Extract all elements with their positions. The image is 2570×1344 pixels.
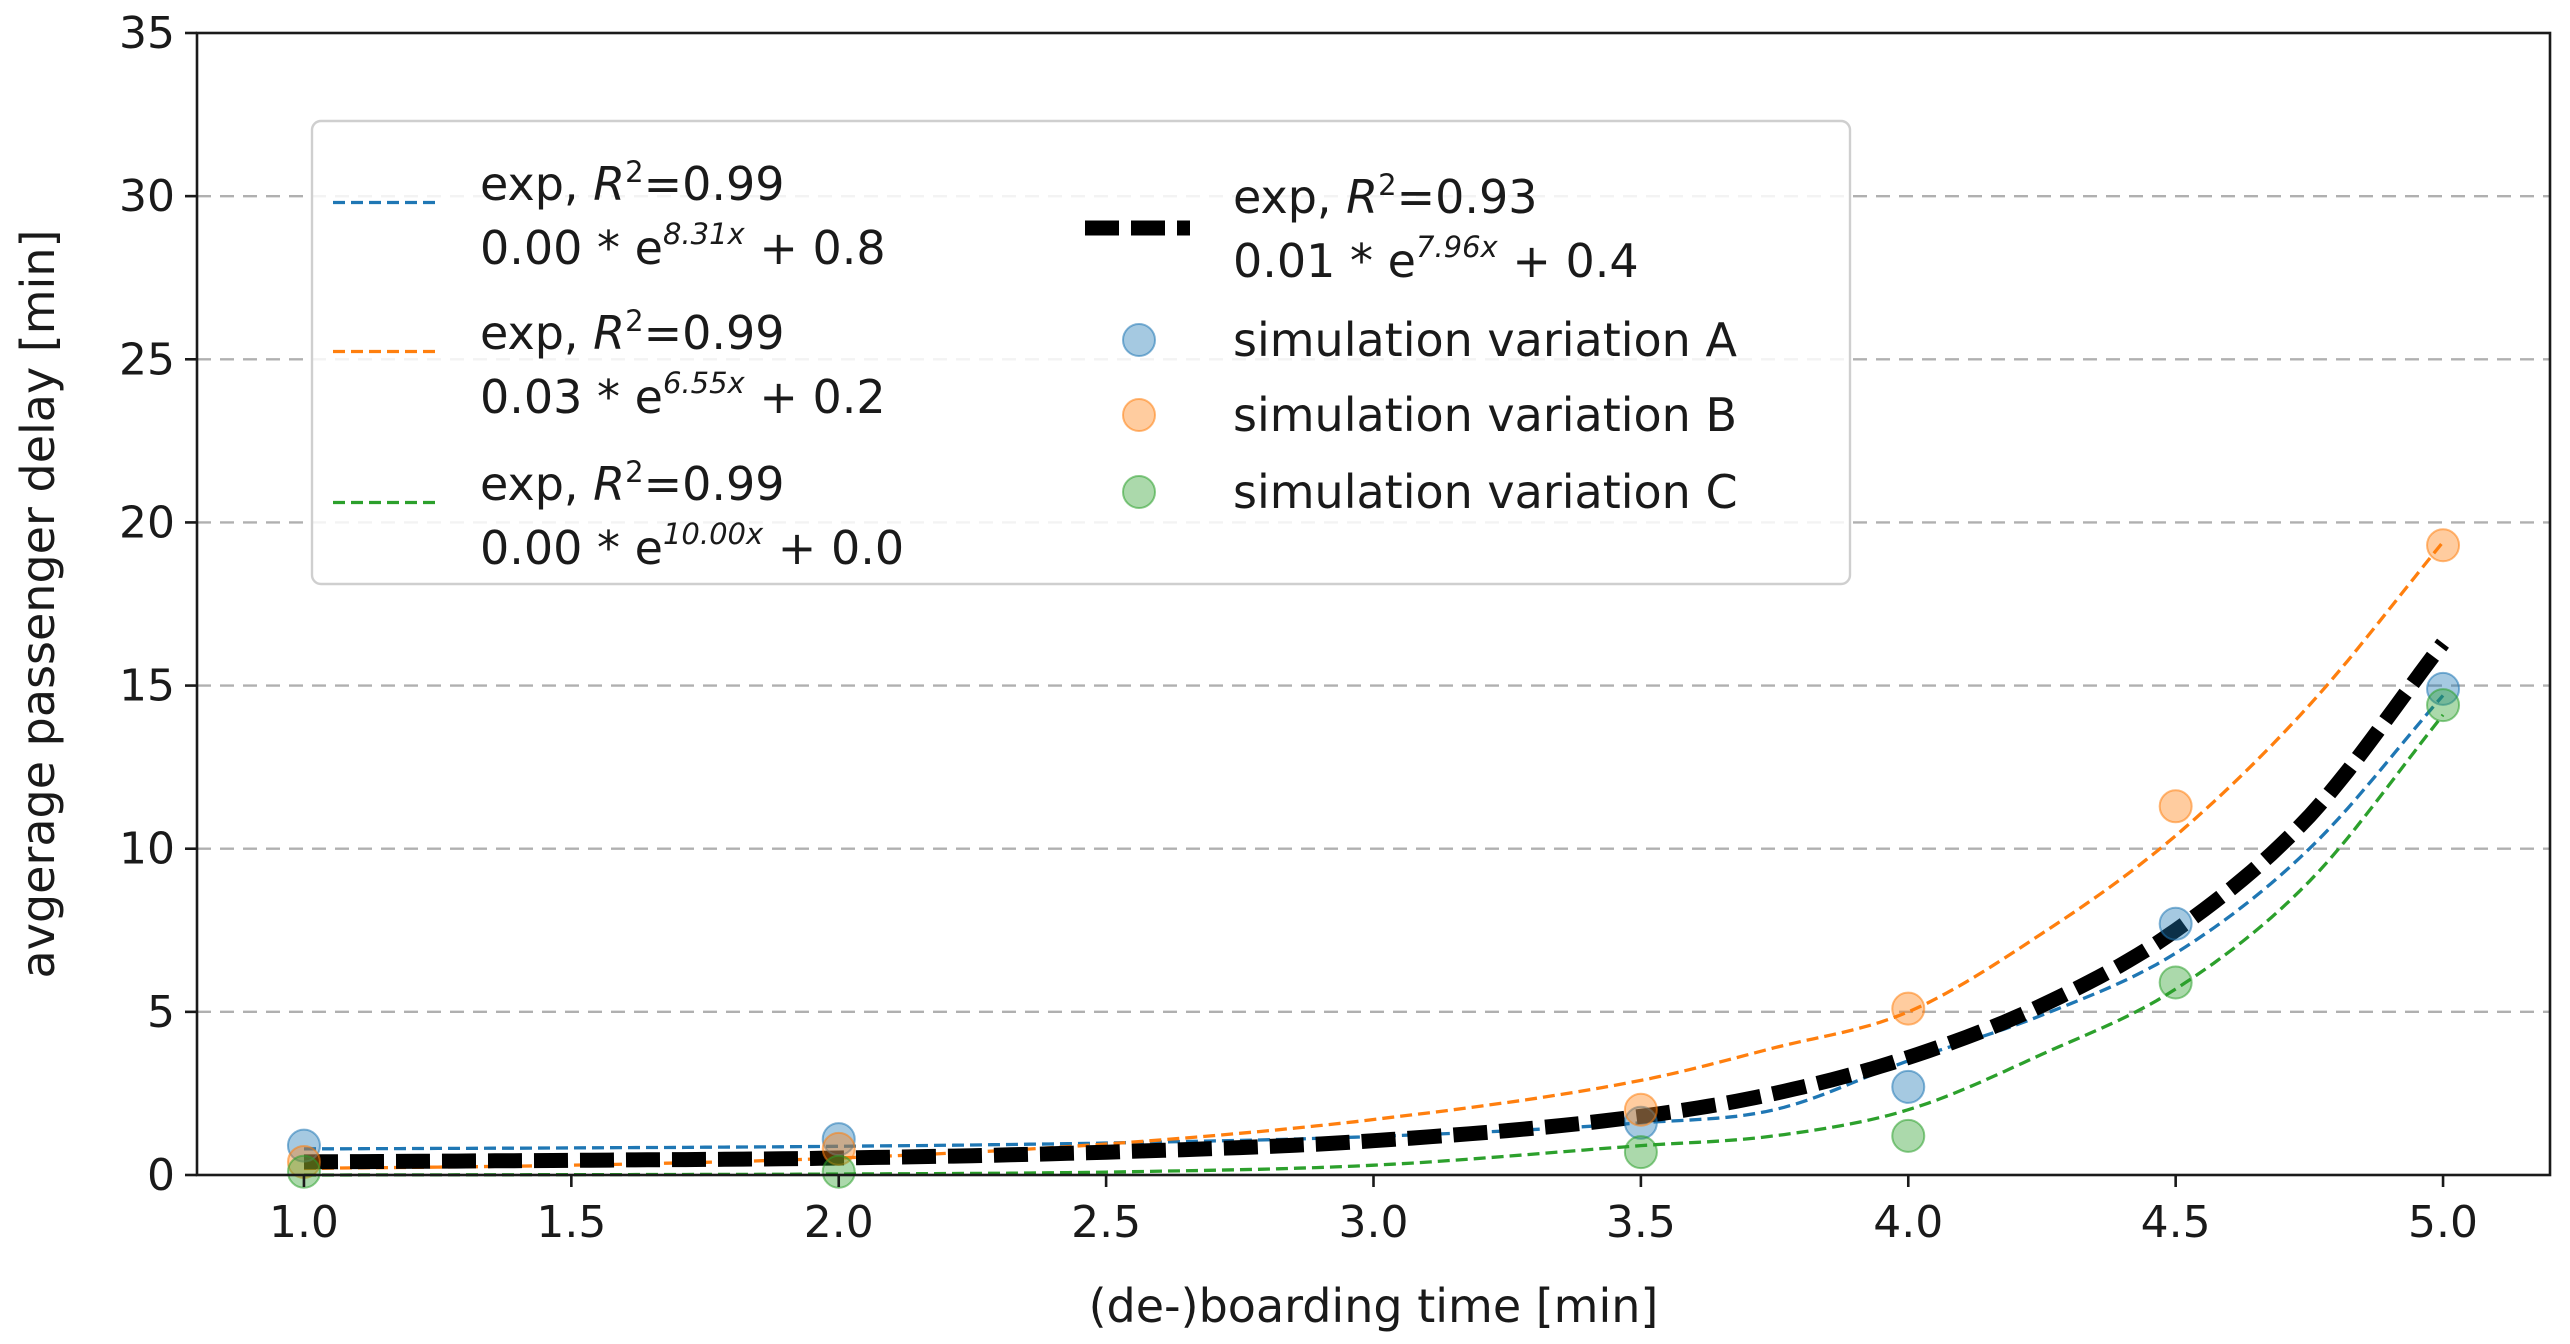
y-tick-label-30: 30 bbox=[119, 171, 175, 222]
sim-b-point bbox=[1623, 1092, 1658, 1127]
y-tick-label-5: 5 bbox=[147, 987, 175, 1038]
legend-fit-a-r2: exp, R2=0.99 bbox=[480, 155, 785, 211]
y-tick-label-15: 15 bbox=[119, 661, 175, 712]
legend-fit-a-formula: 0.00 * e8.31x + 0.8 bbox=[480, 217, 886, 275]
fit-curve-c bbox=[304, 713, 2445, 1177]
legend-sim-a-label: simulation variation A bbox=[1233, 313, 1737, 367]
x-tick-label-3.0: 3.0 bbox=[1339, 1197, 1409, 1248]
x-tick-label-4.0: 4.0 bbox=[1873, 1197, 1943, 1248]
sim-b-point bbox=[2426, 528, 2461, 563]
y-tick-label-10: 10 bbox=[119, 824, 175, 875]
legend-fit-overall-formula: 0.01 * e7.96x + 0.4 bbox=[1233, 230, 1639, 288]
legend-sim-a-marker bbox=[1122, 323, 1156, 357]
x-tick-label-1.0: 1.0 bbox=[269, 1197, 339, 1248]
x-tick-label-2.0: 2.0 bbox=[804, 1197, 874, 1248]
legend-sim-c-label: simulation variation C bbox=[1233, 465, 1738, 519]
x-tick-label-3.5: 3.5 bbox=[1606, 1197, 1676, 1248]
x-tick-label-2.5: 2.5 bbox=[1071, 1197, 1141, 1248]
sim-c-point bbox=[821, 1154, 856, 1189]
y-tick-label-25: 25 bbox=[119, 334, 175, 385]
x-tick-label-4.5: 4.5 bbox=[2141, 1197, 2211, 1248]
legend: exp, R2=0.99 0.00 * e8.31x + 0.8 exp, R2… bbox=[310, 119, 1852, 586]
sim-c-point bbox=[1623, 1135, 1658, 1170]
sim-c-point bbox=[2158, 965, 2193, 1000]
y-tick-label-20: 20 bbox=[119, 497, 175, 548]
fit-curve-a bbox=[303, 694, 2445, 1151]
fit-lines-layer bbox=[303, 540, 2449, 1177]
sim-a-point bbox=[1891, 1069, 1926, 1104]
scatter-layer bbox=[286, 528, 2461, 1189]
y-ticks: 0 5 10 15 20 25 30 35 bbox=[119, 8, 197, 1201]
fit-curve-b bbox=[303, 540, 2445, 1171]
legend-fit-b-formula: 0.03 * e6.55x + 0.2 bbox=[480, 366, 886, 424]
sim-c-point bbox=[1891, 1118, 1926, 1153]
x-ticks: 1.0 1.5 2.0 2.5 3.0 3.5 4.0 4.5 5.0 bbox=[269, 1175, 2478, 1248]
x-axis-label: (de-)boarding time [min] bbox=[1089, 1279, 1659, 1333]
sim-a-point bbox=[2158, 906, 2193, 941]
legend-fit-overall-r2: exp, R2=0.93 bbox=[1233, 168, 1538, 224]
x-tick-label-1.5: 1.5 bbox=[536, 1197, 606, 1248]
legend-fit-c-formula: 0.00 * e10.00x + 0.0 bbox=[480, 517, 904, 575]
sim-c-point bbox=[286, 1154, 321, 1189]
sim-b-point bbox=[1891, 991, 1926, 1026]
y-tick-label-0: 0 bbox=[147, 1150, 175, 1201]
y-axis-label: avgerage passenger delay [min] bbox=[11, 230, 65, 979]
sim-a-point bbox=[1623, 1105, 1658, 1140]
legend-fit-b-r2: exp, R2=0.99 bbox=[480, 304, 785, 360]
y-tick-label-35: 35 bbox=[119, 8, 175, 59]
legend-sim-b-marker bbox=[1122, 398, 1156, 432]
fit-curve-overall bbox=[303, 638, 2449, 1170]
legend-box bbox=[310, 119, 1852, 586]
x-tick-label-5.0: 5.0 bbox=[2408, 1197, 2478, 1248]
legend-sim-c-marker bbox=[1122, 475, 1156, 509]
legend-sim-b-label: simulation variation B bbox=[1233, 388, 1737, 442]
legend-fit-c-r2: exp, R2=0.99 bbox=[480, 455, 785, 511]
sim-c-point bbox=[2426, 688, 2461, 723]
sim-b-point bbox=[2158, 789, 2193, 824]
